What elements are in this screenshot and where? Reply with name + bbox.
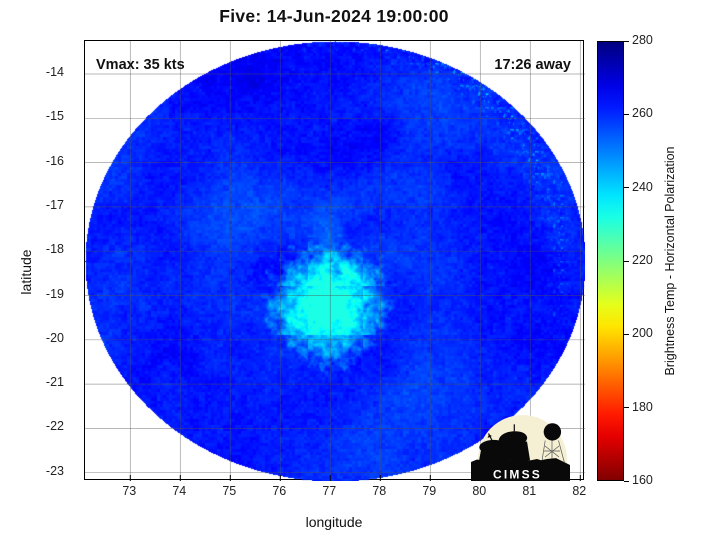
svg-text:CIMSS: CIMSS [493, 467, 542, 481]
